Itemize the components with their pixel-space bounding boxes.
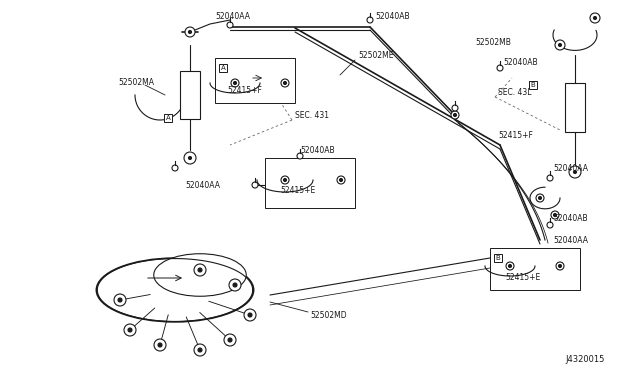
Circle shape bbox=[114, 294, 126, 306]
Circle shape bbox=[547, 222, 553, 228]
Circle shape bbox=[509, 264, 511, 267]
Circle shape bbox=[497, 65, 503, 71]
Circle shape bbox=[284, 179, 287, 182]
Ellipse shape bbox=[154, 254, 246, 296]
Circle shape bbox=[228, 338, 232, 342]
Circle shape bbox=[554, 214, 557, 217]
Circle shape bbox=[118, 298, 122, 302]
Circle shape bbox=[233, 283, 237, 287]
Circle shape bbox=[337, 176, 345, 184]
Text: 52040AA: 52040AA bbox=[215, 12, 250, 20]
Circle shape bbox=[284, 81, 287, 84]
Text: 52040AB: 52040AB bbox=[503, 58, 538, 67]
Bar bbox=[180, 71, 200, 119]
Circle shape bbox=[198, 268, 202, 272]
Text: A: A bbox=[221, 65, 225, 71]
Circle shape bbox=[367, 17, 373, 23]
Circle shape bbox=[194, 344, 206, 356]
Text: 52415+E: 52415+E bbox=[505, 273, 540, 282]
Circle shape bbox=[297, 153, 303, 159]
Circle shape bbox=[536, 194, 544, 202]
Text: 52502MD: 52502MD bbox=[310, 311, 347, 320]
Circle shape bbox=[248, 313, 252, 317]
Circle shape bbox=[154, 339, 166, 351]
Bar bbox=[265, 158, 355, 208]
Text: 52415+F: 52415+F bbox=[498, 131, 533, 140]
Circle shape bbox=[124, 324, 136, 336]
Circle shape bbox=[128, 328, 132, 332]
Circle shape bbox=[185, 27, 195, 37]
Text: 52040AB: 52040AB bbox=[300, 145, 335, 154]
Circle shape bbox=[224, 334, 236, 346]
Circle shape bbox=[339, 179, 342, 182]
Text: B: B bbox=[495, 255, 500, 261]
Text: 52415+E: 52415+E bbox=[280, 186, 316, 195]
Text: SEC. 43L: SEC. 43L bbox=[498, 87, 531, 96]
Circle shape bbox=[559, 264, 561, 267]
Text: 52040AB: 52040AB bbox=[375, 12, 410, 20]
Circle shape bbox=[194, 264, 206, 276]
Circle shape bbox=[229, 279, 241, 291]
Circle shape bbox=[281, 79, 289, 87]
Circle shape bbox=[556, 262, 564, 270]
Circle shape bbox=[559, 44, 561, 46]
Ellipse shape bbox=[97, 258, 253, 322]
Circle shape bbox=[506, 262, 514, 270]
Text: 52040AA: 52040AA bbox=[553, 164, 588, 173]
Bar bbox=[490, 248, 580, 290]
Text: 52502ME: 52502ME bbox=[358, 51, 394, 60]
Text: 52040AB: 52040AB bbox=[553, 214, 588, 222]
Circle shape bbox=[551, 211, 559, 219]
Circle shape bbox=[547, 175, 553, 181]
Circle shape bbox=[590, 13, 600, 23]
Circle shape bbox=[189, 157, 191, 160]
Circle shape bbox=[252, 182, 258, 188]
Circle shape bbox=[234, 81, 237, 84]
Circle shape bbox=[593, 16, 596, 19]
Circle shape bbox=[281, 176, 289, 184]
Circle shape bbox=[451, 111, 459, 119]
Text: B: B bbox=[531, 82, 536, 88]
Circle shape bbox=[184, 152, 196, 164]
Text: A: A bbox=[166, 115, 170, 121]
Circle shape bbox=[172, 165, 178, 171]
Text: 52040AA: 52040AA bbox=[185, 180, 220, 189]
Text: SEC. 431: SEC. 431 bbox=[295, 110, 329, 119]
Circle shape bbox=[452, 105, 458, 111]
Circle shape bbox=[189, 31, 191, 33]
Circle shape bbox=[244, 309, 256, 321]
Circle shape bbox=[227, 22, 233, 28]
Text: 52502MA: 52502MA bbox=[118, 77, 154, 87]
Bar bbox=[565, 83, 585, 132]
Circle shape bbox=[569, 166, 581, 178]
Circle shape bbox=[198, 348, 202, 352]
Circle shape bbox=[231, 79, 239, 87]
Circle shape bbox=[573, 170, 577, 173]
Text: J4320015: J4320015 bbox=[565, 356, 604, 365]
Circle shape bbox=[538, 196, 541, 199]
Text: 52502MB: 52502MB bbox=[475, 38, 511, 46]
Circle shape bbox=[454, 113, 456, 116]
Text: 52040AA: 52040AA bbox=[553, 235, 588, 244]
Circle shape bbox=[158, 343, 162, 347]
Circle shape bbox=[555, 40, 565, 50]
Bar bbox=[215, 58, 295, 103]
Text: 52415+F: 52415+F bbox=[227, 86, 262, 94]
